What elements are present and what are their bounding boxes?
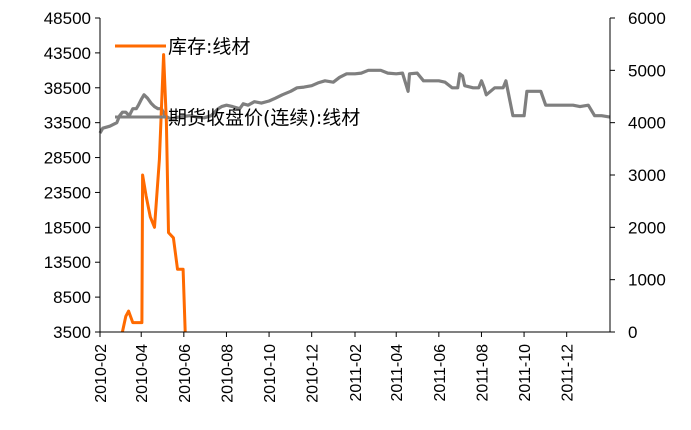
- x-tick-label: 2010-12: [305, 344, 322, 403]
- plot-lines: [98, 53, 611, 333]
- left-tick-label: 43500: [44, 44, 91, 63]
- x-tick-label: 2010-02: [93, 344, 110, 403]
- legend-label-1: 期货收盘价(连续):线材: [168, 107, 360, 129]
- left-tick-label: 23500: [44, 183, 91, 202]
- left-tick-label: 8500: [53, 288, 91, 307]
- right-tick-label: 5000: [628, 61, 666, 80]
- left-tick-label: 38500: [44, 79, 91, 98]
- left-tick-label: 18500: [44, 218, 91, 237]
- axes: [99, 18, 611, 333]
- x-tick-label: 2010-06: [177, 344, 194, 403]
- x-tick-label: 2011-06: [432, 344, 449, 402]
- left-tick-label: 3500: [53, 323, 91, 342]
- x-tick-label: 2011-10: [517, 344, 534, 402]
- right-tick-label: 4000: [628, 114, 666, 133]
- x-tick-label: 2011-12: [560, 344, 577, 402]
- right-tick-label: 3000: [628, 166, 666, 185]
- right-tick-label: 1000: [628, 271, 666, 290]
- left-tick-label: 13500: [44, 253, 91, 272]
- right-tick-label: 6000: [628, 9, 666, 28]
- series-line-0: [120, 53, 187, 333]
- left-axis-ticks: 3500 8500 13500 18500 23500 28500 33500 38500 43…: [44, 9, 100, 342]
- x-axis-ticks: 2010-02 2010-04 2010-06 2010-08 2010-10 2010-…: [93, 332, 577, 403]
- right-axis-ticks: 0 1000 2000 3000 4000 5000 6000: [610, 9, 666, 342]
- x-tick-label: 2011-08: [474, 344, 491, 402]
- left-tick-label: 28500: [44, 149, 91, 168]
- x-tick-label: 2010-04: [134, 344, 151, 403]
- right-tick-label: 2000: [628, 218, 666, 237]
- left-tick-label: 48500: [44, 9, 91, 28]
- left-tick-label: 33500: [44, 114, 91, 133]
- legend-label-0: 库存:线材: [168, 36, 250, 58]
- x-tick-label: 2011-02: [348, 344, 365, 402]
- right-tick-label: 0: [628, 323, 637, 342]
- series-line-1: [98, 68, 611, 134]
- x-tick-label: 2011-04: [389, 344, 406, 402]
- x-tick-label: 2010-08: [219, 344, 236, 403]
- x-tick-label: 2010-10: [262, 344, 279, 403]
